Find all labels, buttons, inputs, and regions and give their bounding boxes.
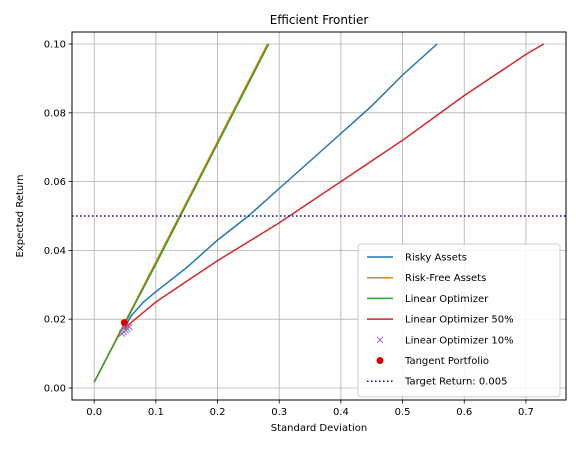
legend-item: Linear Optimizer: [367, 294, 489, 305]
x-tick-label: 0.2: [210, 407, 226, 418]
y-axis-label: Expected Return: [15, 174, 26, 257]
tangent-portfolio-marker: [120, 319, 128, 327]
legend-item: Tangent Portfolio: [376, 356, 489, 367]
legend-item: Target Return: 0.005: [367, 377, 507, 388]
legend-label: Tangent Portfolio: [404, 356, 489, 367]
legend-item: Risky Assets: [367, 253, 467, 264]
legend-label: Linear Optimizer: [405, 294, 489, 305]
plot-area: [72, 43, 566, 383]
y-tick-label: 0.02: [44, 315, 66, 326]
y-tick-label: 0.08: [44, 108, 66, 119]
x-tick-label: 0.4: [333, 407, 349, 418]
series-line: [123, 43, 545, 331]
x-axis-label: Standard Deviation: [271, 423, 368, 434]
axis-ticks: 0.0 0.1 0.2 0.3 0.4 0.5 0.6 0.7 0.00 0.02 0.04 0.06…: [44, 40, 534, 418]
x-tick-label: 0.0: [86, 407, 102, 418]
legend-label: Linear Optimizer 10%: [405, 335, 514, 346]
legend-item: Linear Optimizer 50%: [367, 315, 514, 326]
axes-frame: [71, 31, 567, 401]
legend-label: Risk-Free Assets: [405, 273, 486, 284]
legend-item: Linear Optimizer 10%: [376, 335, 514, 346]
legend-label: Linear Optimizer 50%: [405, 315, 514, 326]
y-tick-label: 0.00: [44, 383, 66, 394]
scatter-x-marker: [126, 323, 133, 331]
x-tick-label: 0.7: [518, 407, 534, 418]
y-tick-label: 0.04: [44, 246, 66, 257]
x-tick-label: 0.3: [271, 407, 287, 418]
legend: Risky Assets Risk-Free Assets Linear Optim…: [357, 243, 561, 398]
y-tick-label: 0.06: [44, 177, 66, 188]
legend-dot-swatch: [376, 357, 384, 364]
legend-label: Risky Assets: [405, 253, 467, 264]
legend-item: Risk-Free Assets: [367, 273, 486, 284]
x-tick-label: 0.1: [148, 407, 164, 418]
y-tick-label: 0.10: [44, 40, 66, 51]
legend-box: [357, 243, 561, 398]
x-tick-label: 0.5: [395, 407, 411, 418]
x-tick-label: 0.6: [456, 407, 472, 418]
chart-title: Efficient Frontier: [270, 13, 369, 27]
legend-label: Target Return: 0.005: [404, 377, 507, 388]
